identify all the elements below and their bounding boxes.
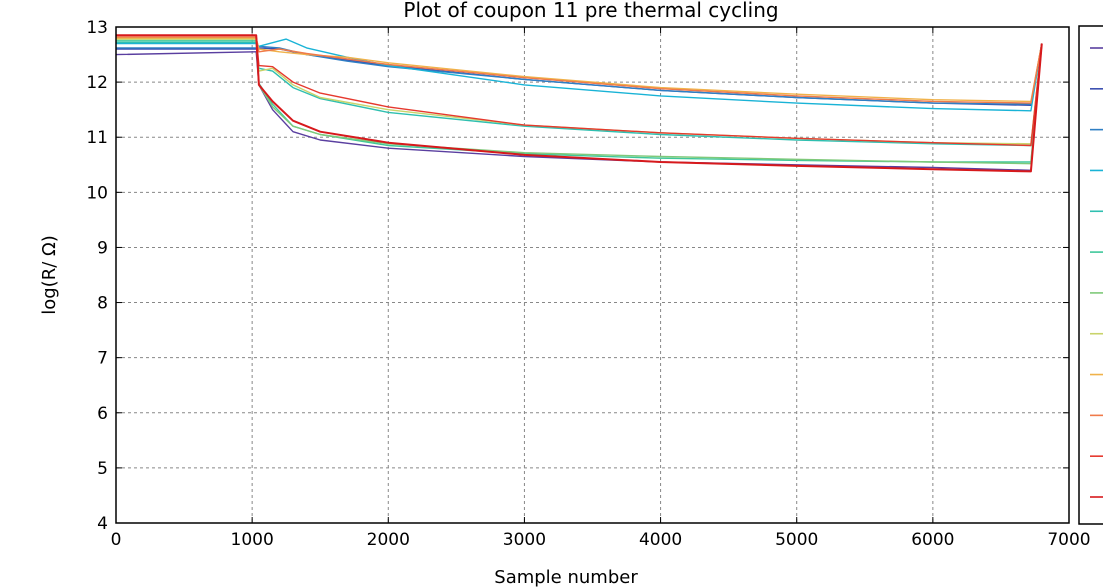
x-tick-label: 6000: [911, 530, 954, 550]
chart-title: Plot of coupon 11 pre thermal cycling: [403, 0, 778, 22]
y-tick-label: 12: [86, 73, 108, 93]
y-tick-label: 11: [86, 128, 108, 148]
x-axis-title: Sample number: [494, 567, 638, 588]
x-tick-label: 1000: [231, 530, 274, 550]
y-tick-label: 8: [97, 294, 108, 314]
x-tick-label: 2000: [367, 530, 410, 550]
chart-grid: [116, 27, 1069, 523]
x-tick-label: 4000: [639, 530, 682, 550]
y-tick-label: 7: [97, 349, 108, 369]
x-tick-label: 5000: [775, 530, 818, 550]
series-line-2: [116, 43, 1043, 107]
x-tick-label: 3000: [503, 530, 546, 550]
series-line-11: [116, 34, 1043, 147]
x-tick-label: 0: [111, 530, 122, 550]
x-tick-label: 7000: [1047, 530, 1090, 550]
plot-area-frame: [115, 26, 1070, 524]
y-tick-label: 9: [97, 238, 108, 258]
y-tick-label: 13: [86, 18, 108, 38]
legend-frame: [1078, 25, 1103, 525]
y-tick-label: 10: [86, 183, 108, 203]
axis-ticks: 0 1000 2000 3000 4000 5000 6000 7000 4 5 6 7 8 9 10 11 1…: [86, 18, 1090, 550]
y-tick-label: 6: [97, 404, 108, 424]
legend: [1078, 25, 1103, 525]
y-axis-title: log(R/ Ω): [39, 235, 60, 315]
series-line-3: [116, 43, 1043, 105]
y-tick-label: 5: [97, 459, 108, 479]
series-line-12: [116, 34, 1043, 173]
y-tick-label: 4: [97, 514, 108, 534]
series-line-5: [116, 41, 1043, 147]
series-line-10: [116, 36, 1043, 104]
